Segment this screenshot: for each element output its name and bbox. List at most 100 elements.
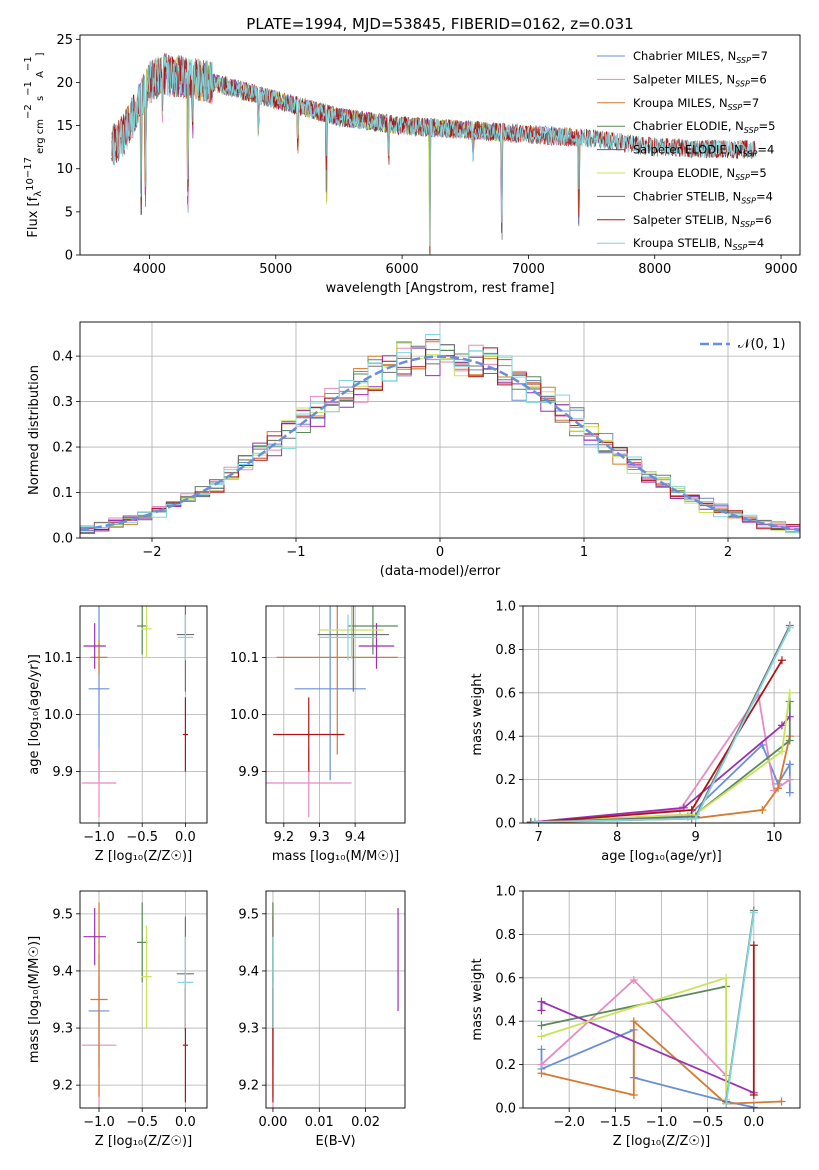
spectrum-ylabel-part: −2 — [23, 104, 34, 119]
legend-sub: SSP — [744, 126, 759, 135]
age-vs-Z-points — [81, 606, 195, 818]
weight-vs-Z-line-3 — [541, 985, 727, 1027]
weight-vs-age-xtick-label: 7 — [535, 830, 543, 845]
weight-vs-age-marker-8-2 — [785, 623, 794, 632]
weight-vs-age-marker-7-2 — [777, 656, 786, 665]
age-vs-mass-axes: 9.2 9.3 9.4 9.9 10.0 10.1 mass [log₁₀(M/M☉)] — [230, 606, 405, 864]
weight-vs-age-marker-5-3 — [785, 688, 794, 697]
legend-name: Kroupa STELIB, N — [633, 236, 733, 250]
age-vs-Z-ytick-label: 10.1 — [44, 651, 73, 666]
spectrum-ylabel-part: s — [35, 96, 46, 104]
age-vs-Z-ylabel: age [log₁₀(age/yr)] — [27, 654, 42, 775]
mass-vs-Z-xlabel: Z [log₁₀(Z/Z☉)] — [95, 1134, 192, 1149]
age-vs-mass-xtick-label: 9.3 — [309, 830, 330, 845]
spectrum-legend-entry: Chabrier ELODIE, NSSP=5 — [633, 119, 775, 135]
weight-vs-Z-marker-8-0 — [722, 1099, 731, 1108]
weight-vs-age-marker-3-2 — [785, 736, 794, 745]
weight-vs-Z-marker-1-0 — [537, 1060, 546, 1069]
residuals-ylabel: Normed distribution — [27, 365, 42, 495]
legend-name: Salpeter ELODIE, N — [633, 143, 743, 157]
weight-vs-age-marker-8-1 — [691, 814, 700, 823]
spectrum-ylabel-part: A — [35, 71, 46, 81]
weight-vs-age-marker-2-2 — [758, 805, 767, 814]
spectrum-xtick-label: 5000 — [259, 262, 292, 277]
weight-vs-age-xtick-label: 8 — [613, 830, 621, 845]
weight-vs-age-marker-7-1 — [687, 805, 696, 814]
spectrum-xtick-label: 8000 — [638, 262, 671, 277]
hist-step-8 — [80, 334, 800, 534]
weight-vs-Z-marker-0-5 — [749, 1103, 758, 1108]
age-vs-mass-ytick-label: 10.0 — [230, 708, 259, 723]
mass-vs-EBV-xtick-label: 0.01 — [305, 1115, 334, 1130]
weight-vs-Z-ytick-label: 0.4 — [495, 1015, 516, 1030]
spectrum-ylabel-part: erg cm — [35, 119, 46, 157]
spectrum-ytick-label: 10 — [56, 162, 73, 177]
weight-vs-Z-marker-2-1 — [629, 1090, 638, 1099]
spectrum-legend-entry: Kroupa ELODIE, NSSP=5 — [633, 166, 767, 182]
weight-vs-Z-marker-2-0 — [537, 1069, 546, 1078]
weight-vs-age-marker-0-5 — [785, 788, 794, 797]
weight-vs-Z-ytick-label: 1.0 — [495, 885, 516, 900]
mass-vs-Z-axes: −1.0 −0.5 0.0 9.2 9.3 9.4 9.5 Z [log₁₀(Z/Z☉)] ma… — [27, 891, 207, 1149]
mass-vs-Z-xtick-label: −0.5 — [126, 1115, 158, 1130]
weight-vs-Z-lines — [537, 906, 786, 1108]
mass-vs-Z-xtick-label: 0.0 — [175, 1115, 196, 1130]
weight-vs-age-axes: 7 8 9 10 0.0 0.2 0.4 0.6 0.8 1.0 age [log₁₀(age/yr… — [470, 600, 800, 864]
spectrum-legend-entry: Salpeter MILES, NSSP=6 — [633, 72, 767, 88]
weight-vs-age-marker-0-4 — [785, 760, 794, 769]
weight-vs-age-ytick-label: 0.0 — [495, 817, 516, 832]
legend-name: Chabrier STELIB, N — [633, 189, 741, 203]
age-vs-Z-xtick-label: 0.0 — [175, 830, 196, 845]
mass-vs-EBV-xlabel: E(B-V) — [315, 1134, 355, 1149]
weight-vs-Z-xtick-label: 0.0 — [743, 1115, 764, 1130]
age-vs-Z-xtick-label: −0.5 — [126, 830, 158, 845]
mass-vs-EBV-points — [272, 902, 399, 1108]
mass-vs-EBV-ytick-label: 9.5 — [238, 907, 259, 922]
age-vs-Z-axes: −1.0 −0.5 0.0 9.9 10.0 10.1 Z [log₁₀(Z/Z☉)] age… — [27, 606, 207, 864]
weight-vs-Z-marker-4-0 — [537, 1006, 546, 1015]
legend-sub: SSP — [733, 243, 748, 252]
spectrum-xtick-label: 6000 — [386, 262, 419, 277]
weight-vs-Z-marker-2-2 — [629, 1017, 638, 1026]
spectrum-line-8 — [111, 55, 757, 247]
mass-vs-EBV-xtick-label: 0.00 — [258, 1115, 287, 1130]
legend-n: =4 — [747, 236, 764, 250]
legend-sub: SSP — [728, 103, 743, 112]
spectrum-ylabel-part: ] — [35, 52, 46, 56]
weight-vs-Z-marker-0-0 — [537, 1045, 546, 1054]
legend-n: =4 — [757, 143, 774, 157]
weight-vs-age-line-6 — [530, 625, 791, 823]
weight-vs-Z-axes: −2.0 −1.5 −1.0 −0.5 0.0 0.0 0.2 0.4 0.6 0.8 1.0 Z [… — [470, 885, 800, 1149]
weight-vs-Z-ytick-label: 0.8 — [495, 928, 516, 943]
spectrum-ytick-label: 5 — [65, 205, 73, 220]
weight-vs-Z-xtick-label: −1.0 — [646, 1115, 678, 1130]
residuals-xtick-label: 1 — [580, 545, 588, 560]
weight-vs-age-marker-1-4 — [785, 775, 794, 784]
weight-vs-age-marker-5-2 — [777, 747, 786, 756]
mass-vs-Z-ytick-label: 9.5 — [52, 907, 73, 922]
legend-sub: SSP — [736, 56, 751, 65]
age-vs-Z-ytick-label: 10.0 — [44, 708, 73, 723]
age-vs-mass-xlabel: mass [log₁₀(M/M☉)] — [272, 849, 399, 864]
spectrum-ylabel-part: 10 — [25, 178, 36, 191]
mass-vs-Z-points — [81, 902, 195, 1108]
legend-name: Chabrier ELODIE, N — [633, 119, 744, 133]
weight-vs-Z-line-8 — [725, 912, 755, 1104]
mass-vs-EBV-ytick-label: 9.4 — [238, 964, 259, 979]
mass-vs-EBV-axes: 0.00 0.01 0.02 9.2 9.3 9.4 9.5 E(B-V) — [238, 891, 405, 1149]
residuals-xtick-label: 2 — [724, 545, 732, 560]
spectrum-ylabel: Flux [fλ10−17 erg cm−2 s−1 A−1] — [23, 52, 46, 237]
spectrum-xlabel: wavelength [Angstrom, rest frame] — [326, 281, 555, 296]
weight-vs-Z-ytick-label: 0.2 — [495, 1058, 516, 1073]
weight-vs-age-ytick-label: 0.2 — [495, 773, 516, 788]
spectrum-xtick-label: 7000 — [512, 262, 545, 277]
residuals-xtick-label: −2 — [142, 545, 161, 560]
weight-vs-Z-marker-8-1 — [749, 908, 758, 917]
weight-vs-Z-marker-5-0 — [537, 1032, 546, 1041]
age-vs-mass-xtick-label: 9.4 — [345, 830, 366, 845]
age-vs-mass-points — [266, 606, 398, 818]
spectrum-series-group — [111, 52, 757, 255]
spectrum-xtick-label: 4000 — [133, 262, 166, 277]
legend-n: =5 — [750, 166, 767, 180]
weight-vs-age-line-3 — [530, 701, 791, 823]
